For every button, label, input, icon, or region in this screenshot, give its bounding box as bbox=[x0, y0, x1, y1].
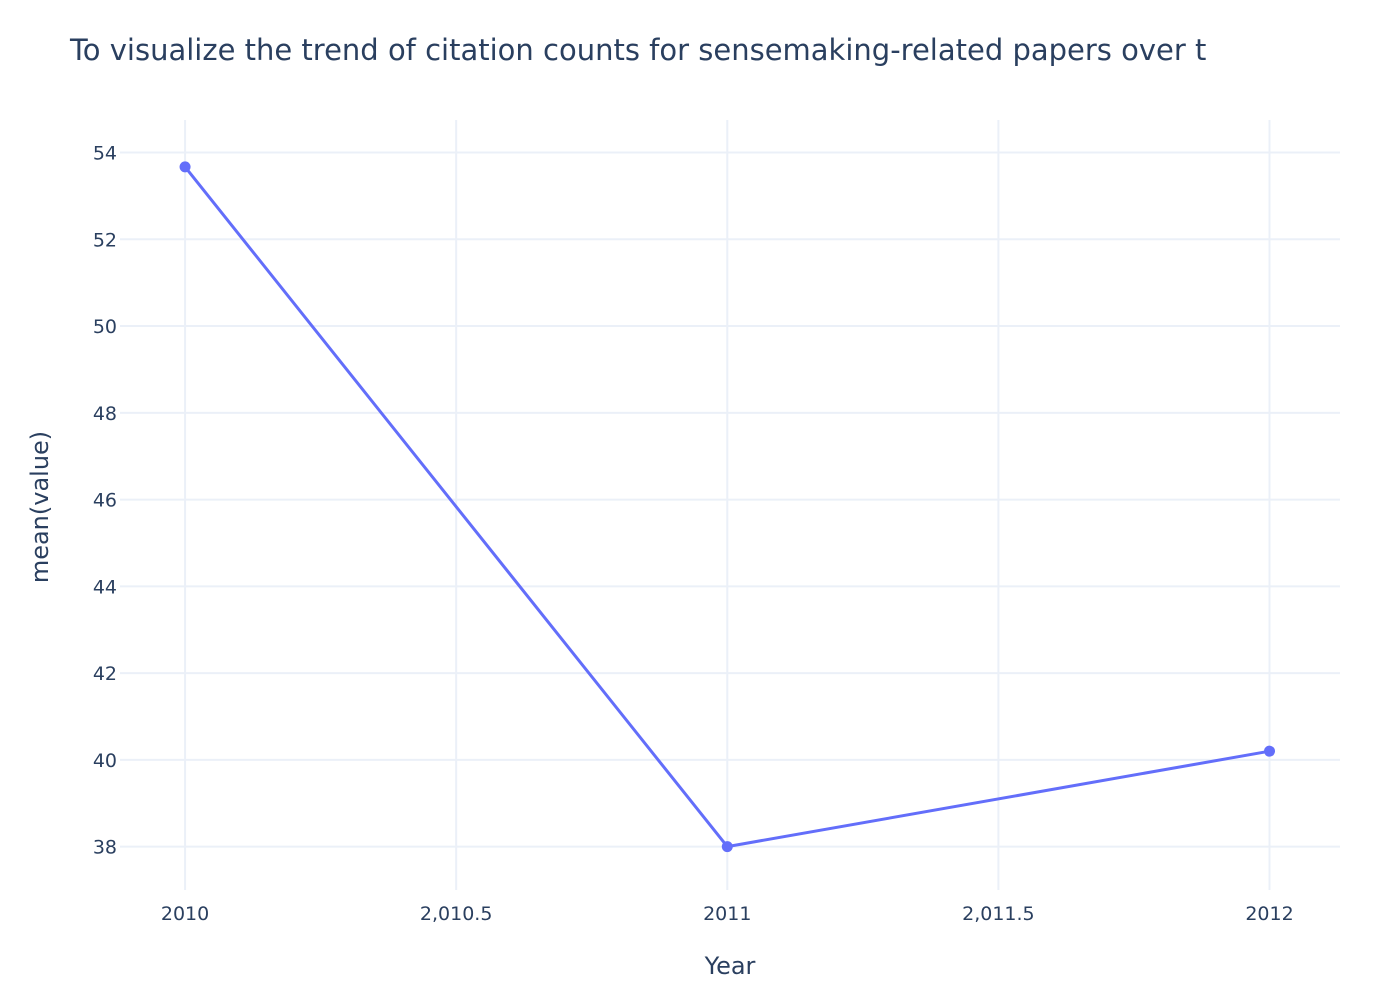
y-tick-label: 48 bbox=[93, 403, 117, 425]
data-point[interactable] bbox=[179, 161, 191, 173]
x-tick-label: 2,011.5 bbox=[962, 903, 1035, 925]
y-tick-label: 52 bbox=[93, 229, 117, 251]
x-tick-label: 2011 bbox=[703, 903, 751, 925]
y-tick-label: 44 bbox=[93, 576, 117, 598]
y-tick-label: 42 bbox=[93, 663, 117, 685]
series-layer bbox=[179, 161, 1276, 853]
y-tick-label: 50 bbox=[93, 316, 117, 338]
y-tick-label: 40 bbox=[93, 750, 117, 772]
y-tick-label: 54 bbox=[93, 143, 117, 165]
y-axis-title: mean(value) bbox=[26, 431, 54, 583]
x-tick-label: 2,010.5 bbox=[420, 903, 493, 925]
y-axis-ticks: 38 40 42 44 46 48 50 52 54 bbox=[93, 143, 117, 859]
gridlines bbox=[120, 120, 1340, 890]
data-point[interactable] bbox=[1264, 745, 1276, 757]
data-point[interactable] bbox=[721, 841, 733, 853]
x-axis-ticks: 2010 2,010.5 2011 2,011.5 2012 bbox=[161, 903, 1294, 925]
x-tick-label: 2010 bbox=[161, 903, 209, 925]
x-tick-label: 2012 bbox=[1245, 903, 1293, 925]
y-tick-label: 46 bbox=[93, 490, 117, 512]
x-axis-title: Year bbox=[704, 952, 756, 980]
chart-title: To visualize the trend of citation count… bbox=[69, 33, 1206, 67]
y-tick-label: 38 bbox=[93, 837, 117, 859]
